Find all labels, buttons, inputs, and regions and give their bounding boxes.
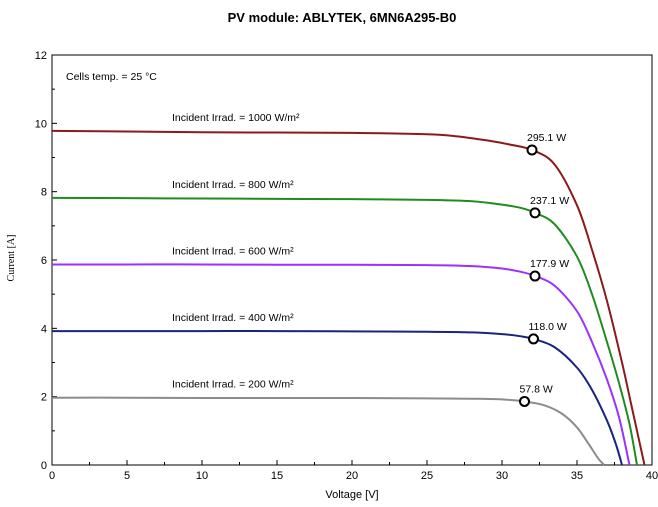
series-line (51, 196, 638, 466)
y-tick-label: 6 (41, 255, 47, 267)
series-name-label: Incident Irrad. = 400 W/m² (172, 312, 294, 324)
series-line (51, 396, 605, 466)
x-axis: 0 5 10 15 20 25 30 35 40 (49, 460, 658, 482)
series-name-label: Incident Irrad. = 200 W/m² (172, 379, 294, 391)
series-group: Incident Irrad. = 200 W/m² 57.8 W (51, 379, 605, 466)
x-tick-label: 35 (571, 470, 583, 482)
y-tick-label: 2 (41, 392, 47, 404)
series-name-label: Incident Irrad. = 800 W/m² (172, 179, 294, 191)
max-power-label: 177.9 W (530, 258, 569, 270)
series-line (52, 330, 623, 466)
y-axis: 0 2 4 6 8 10 12 (35, 50, 57, 472)
series-group: Incident Irrad. = 600 W/m² 177.9 W (51, 245, 631, 466)
x-tick-label: 25 (421, 470, 433, 482)
y-tick-label: 12 (35, 50, 47, 62)
x-tick-label: 10 (196, 470, 208, 482)
max-power-label: 295.1 W (527, 132, 566, 144)
max-power-label: 57.8 W (520, 383, 553, 395)
x-tick-label: 20 (346, 470, 358, 482)
x-axis-label: Voltage [V] (325, 489, 378, 501)
max-power-point-marker (519, 395, 530, 407)
x-tick-label: 30 (496, 470, 508, 482)
max-power-label: 237.1 W (530, 195, 569, 207)
y-tick-label: 0 (41, 460, 47, 472)
y-axis-label: Current [A] (6, 235, 17, 282)
x-tick-label: 40 (646, 470, 658, 482)
plot-area (51, 54, 653, 466)
series-group: Incident Irrad. = 400 W/m² 118.0 W (52, 312, 623, 466)
max-power-point-marker (528, 333, 539, 345)
y-tick-label: 8 (41, 187, 47, 199)
series-group: Incident Irrad. = 1000 W/m² 295.1 W (51, 112, 646, 466)
max-power-point-marker (526, 144, 538, 156)
max-power-point-marker (529, 270, 541, 282)
x-tick-label: 15 (271, 470, 283, 482)
series-line (51, 263, 631, 466)
x-tick-label: 0 (49, 470, 55, 482)
max-power-point-marker (529, 207, 541, 219)
chart-title: PV module: ABLYTEK, 6MN6A295-B0 (228, 10, 457, 25)
series-group: Incident Irrad. = 800 W/m² 237.1 W (51, 179, 638, 466)
y-tick-label: 10 (35, 118, 47, 130)
series-line (51, 129, 646, 466)
x-tick-label: 5 (124, 470, 130, 482)
series-name-label: Incident Irrad. = 600 W/m² (172, 245, 294, 257)
y-tick-label: 4 (41, 323, 47, 335)
max-power-label: 118.0 W (529, 321, 567, 333)
cell-temperature-note: Cells temp. = 25 °C (66, 71, 157, 83)
series-name-label: Incident Irrad. = 1000 W/m² (172, 112, 300, 124)
